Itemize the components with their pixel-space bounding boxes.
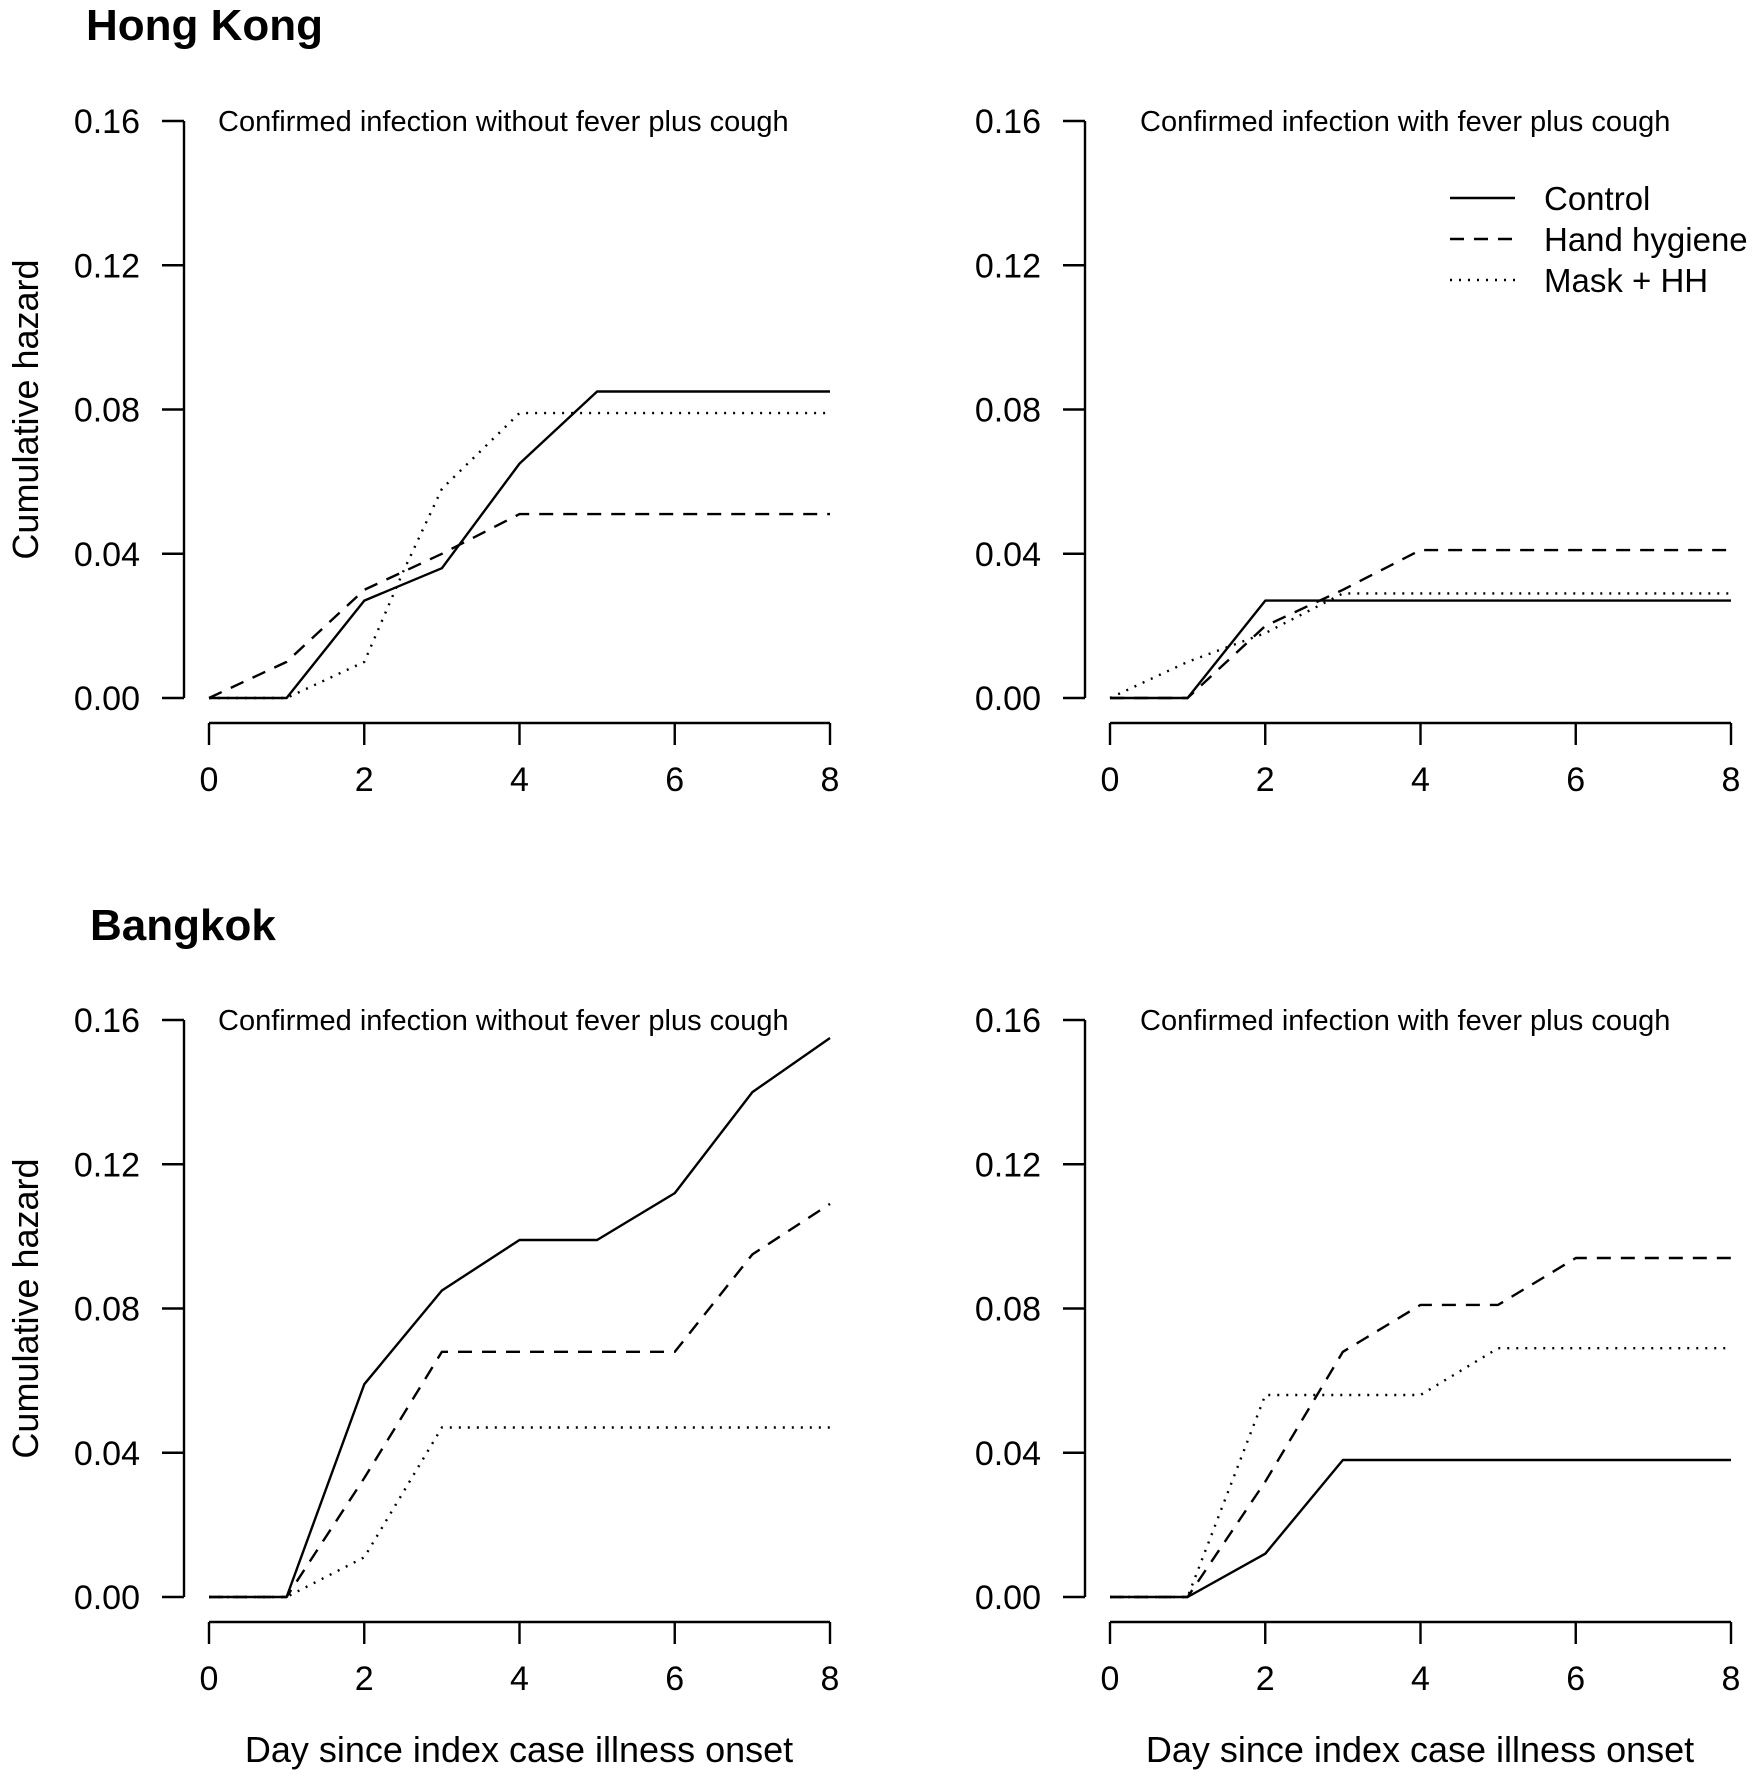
y-tick-label: 0.12 [74, 247, 140, 285]
x-tick-label: 8 [1722, 761, 1741, 799]
x-tick-label: 0 [200, 761, 219, 799]
series-line-control [1110, 599, 1731, 700]
x-tick-label: 4 [510, 761, 529, 799]
y-axis-label: Cumulative hazard [5, 259, 46, 559]
y-tick-label: 0.16 [975, 103, 1041, 141]
series-line-control [209, 390, 830, 700]
series-line-hand-hygiene [208, 512, 830, 700]
panel-subtitle: Confirmed infection without fever plus c… [218, 1005, 789, 1037]
y-tick-label: 0.16 [975, 1002, 1041, 1040]
panel-hong-kong-without-fever-cough: Hong Kong Confirmed infection without fe… [5, 1, 839, 799]
panel-bangkok-without-fever-cough: Bangkok Confirmed infection without feve… [5, 901, 839, 1770]
y-tick-label: 0.00 [74, 1579, 140, 1617]
plot-area: 0.00 0.04 0.08 0.12 0.16 0 2 4 6 8 Day since index… [975, 1002, 1741, 1770]
x-tick-label: 8 [1722, 1660, 1741, 1698]
series-line-control [1110, 1458, 1731, 1599]
panel-hong-kong-with-fever-cough: Confirmed infection with fever plus coug… [975, 103, 1748, 799]
legend-label-mask-hh: Mask + HH [1544, 262, 1708, 299]
panel-subtitle: Confirmed infection with fever plus coug… [1140, 106, 1670, 138]
y-tick-label: 0.12 [74, 1146, 140, 1184]
legend-label-control: Control [1544, 180, 1650, 217]
x-tick-label: 0 [1101, 1660, 1120, 1698]
x-tick-label: 2 [355, 761, 374, 799]
x-tick-label: 6 [665, 761, 684, 799]
y-tick-label: 0.08 [975, 1291, 1041, 1329]
plot-area: 0.00 0.04 0.08 0.12 0.16 0 2 4 6 8 Cumulative haza… [5, 103, 839, 799]
x-axis-label: Day since index case illness onset [245, 1729, 793, 1770]
city-title-bangkok: Bangkok [90, 901, 276, 950]
x-tick-label: 4 [510, 1660, 529, 1698]
y-tick-label: 0.04 [975, 536, 1041, 574]
x-tick-label: 6 [665, 1660, 684, 1698]
y-tick-label: 0.04 [74, 1435, 140, 1473]
series-line-hand-hygiene [209, 1202, 831, 1599]
series-line-control [209, 1037, 831, 1599]
y-tick-label: 0.00 [975, 1579, 1041, 1617]
x-tick-label: 2 [1256, 761, 1275, 799]
x-tick-label: 2 [1256, 1660, 1275, 1698]
plot-area: 0.00 0.04 0.08 0.12 0.16 0 2 4 6 8 Cumulative haza… [5, 1002, 839, 1770]
x-tick-label: 0 [200, 1660, 219, 1698]
series-line-hand-hygiene [1110, 1256, 1731, 1599]
y-tick-label: 0.08 [975, 392, 1041, 430]
y-tick-label: 0.00 [74, 680, 140, 718]
x-tick-label: 8 [821, 1660, 840, 1698]
panel-subtitle: Confirmed infection without fever plus c… [218, 106, 789, 138]
x-tick-label: 4 [1411, 1660, 1430, 1698]
x-tick-label: 6 [1566, 1660, 1585, 1698]
series-line-mask-hh [1109, 592, 1731, 700]
series-line-hand-hygiene [1110, 548, 1731, 700]
x-tick-label: 6 [1566, 761, 1585, 799]
y-axis-label: Cumulative hazard [5, 1158, 46, 1458]
x-tick-label: 8 [821, 761, 840, 799]
panel-subtitle: Confirmed infection with fever plus coug… [1140, 1005, 1670, 1037]
x-axis-label: Day since index case illness onset [1146, 1729, 1694, 1770]
legend: Control Hand hygiene Mask + HH [1450, 180, 1748, 299]
panel-bangkok-with-fever-cough: Confirmed infection with fever plus coug… [975, 1002, 1741, 1770]
series-line-mask-hh [209, 411, 830, 700]
legend-label-hand-hygiene: Hand hygiene [1544, 221, 1748, 258]
x-tick-label: 2 [355, 1660, 374, 1698]
y-tick-label: 0.16 [74, 103, 140, 141]
plot-area: 0.00 0.04 0.08 0.12 0.16 0 2 4 6 8 [975, 103, 1741, 799]
y-tick-label: 0.12 [975, 247, 1041, 285]
x-tick-label: 4 [1411, 761, 1430, 799]
y-tick-label: 0.16 [74, 1002, 140, 1040]
y-tick-label: 0.00 [975, 680, 1041, 718]
y-tick-label: 0.04 [975, 1435, 1041, 1473]
series-line-mask-hh [1110, 1346, 1731, 1599]
y-tick-label: 0.08 [74, 1291, 140, 1329]
city-title-hong-kong: Hong Kong [86, 1, 323, 50]
y-tick-label: 0.08 [74, 392, 140, 430]
y-tick-label: 0.04 [74, 536, 140, 574]
y-tick-label: 0.12 [975, 1146, 1041, 1184]
x-tick-label: 0 [1101, 761, 1120, 799]
